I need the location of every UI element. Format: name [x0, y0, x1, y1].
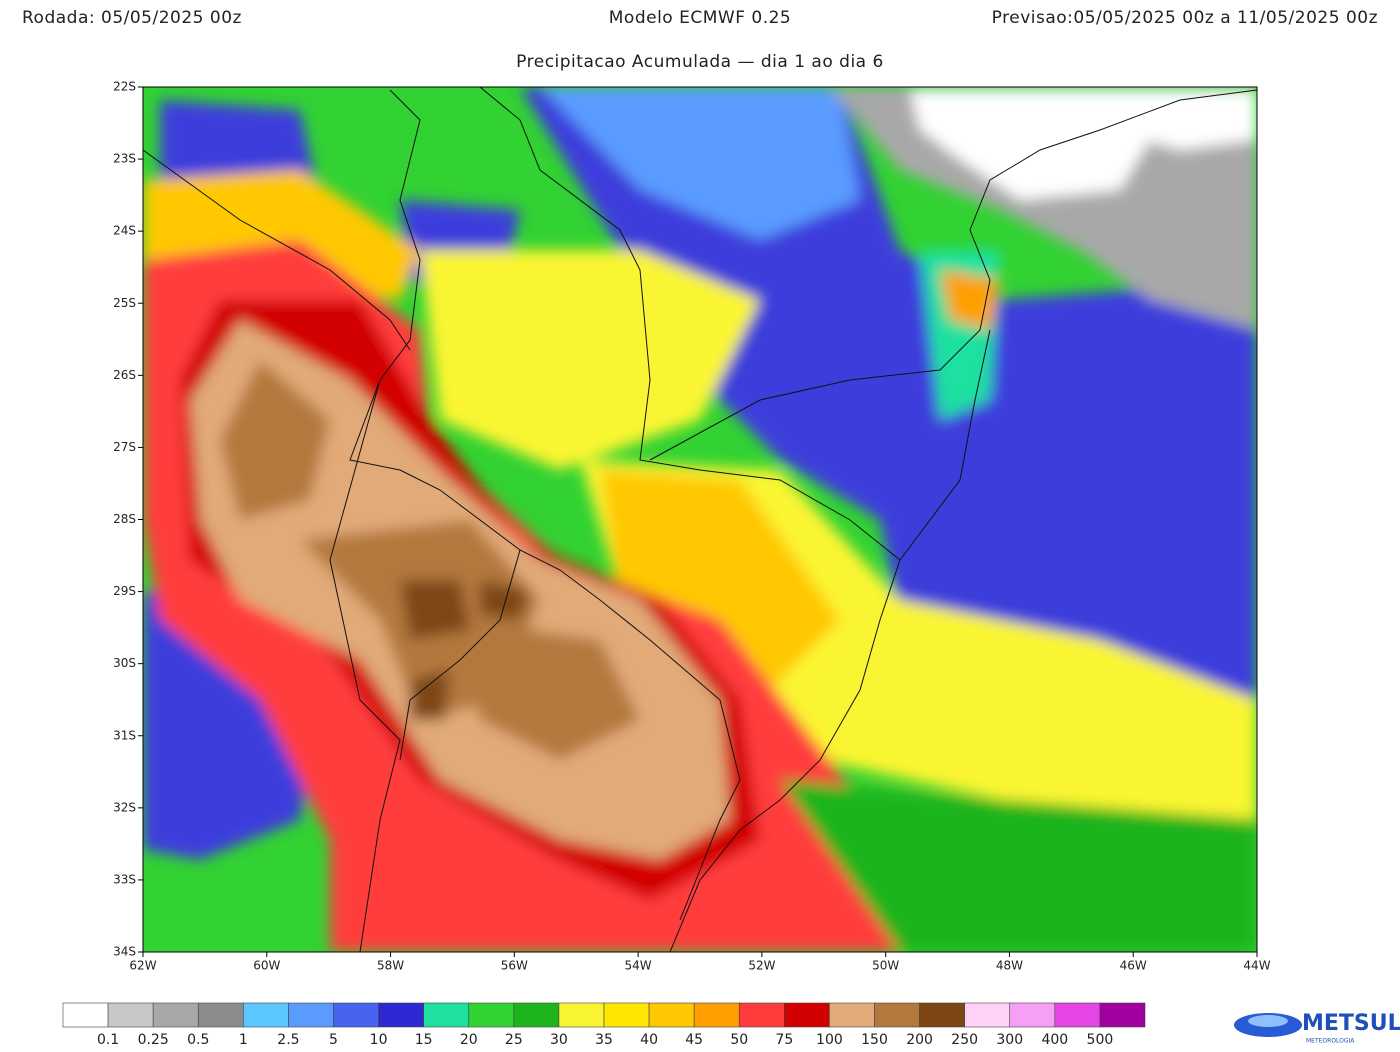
lon-label: 62W: [129, 959, 156, 973]
colorbar-label: 20: [460, 1032, 478, 1048]
colorbar-label: 500: [1087, 1032, 1114, 1048]
colorbar-label: 400: [1041, 1032, 1068, 1048]
precip-field: [143, 87, 1257, 952]
lon-label: 58W: [377, 959, 404, 973]
lon-label: 48W: [996, 959, 1023, 973]
colorbar-swatch: [468, 1002, 515, 1028]
logo-swoosh: [1248, 1015, 1288, 1027]
colorbar-swatch: [197, 1002, 244, 1028]
colorbar-swatch: [558, 1002, 605, 1028]
colorbar-swatch: [784, 1002, 830, 1028]
colorbar-swatch: [919, 1002, 965, 1028]
lon-label: 52W: [748, 959, 775, 973]
colorbar-label: 45: [685, 1032, 703, 1048]
colorbar-swatch: [107, 1002, 154, 1028]
lon-label: 54W: [625, 959, 652, 973]
colorbar-swatch: [648, 1002, 695, 1028]
lat-label: 28S: [113, 512, 136, 526]
colorbar-label: 15: [415, 1032, 433, 1048]
colorbar-swatch: [874, 1002, 920, 1028]
colorbar-label: 50: [730, 1032, 748, 1048]
colorbar-swatch: [152, 1002, 199, 1028]
logo: METSUL METEOROLOGIA: [1234, 1011, 1400, 1045]
lat-label: 27S: [113, 440, 136, 454]
logo-name: METSUL: [1302, 1011, 1400, 1036]
boundaries: [143, 87, 1257, 952]
colorbar-swatch: [1054, 1002, 1101, 1028]
colorbar-label: 0.1: [97, 1032, 119, 1048]
axis-ticks: 22S23S24S25S26S27S28S29S30S31S32S33S34S6…: [113, 80, 1271, 973]
colorbar-swatch: [62, 1002, 109, 1028]
colorbar-swatch: [378, 1002, 424, 1028]
lat-label: 30S: [113, 656, 136, 670]
colorbar-label: 35: [595, 1032, 613, 1048]
model-title: Modelo ECMWF 0.25: [609, 8, 791, 28]
colorbar-label: 100: [816, 1032, 843, 1048]
lon-label: 60W: [253, 959, 280, 973]
colorbar-swatch: [603, 1002, 650, 1028]
colorbar-swatch: [964, 1002, 1011, 1028]
colorbar-label: 75: [775, 1032, 793, 1048]
lat-label: 33S: [113, 872, 136, 886]
colorbar-label: 2.5: [277, 1032, 299, 1048]
colorbar-label: 250: [951, 1032, 978, 1048]
colorbar-swatch: [1099, 1002, 1146, 1028]
lat-label: 24S: [113, 224, 136, 238]
lat-label: 32S: [113, 800, 136, 814]
colorbar-label: 1: [239, 1032, 248, 1048]
colorbar-swatch: [243, 1002, 289, 1028]
colorbar-label: 30: [550, 1032, 568, 1048]
colorbar-label: 25: [505, 1032, 523, 1048]
colorbar-label: 0.5: [187, 1032, 209, 1048]
colorbar-label: 300: [996, 1032, 1023, 1048]
colorbar-label: 200: [906, 1032, 933, 1048]
colorbar-swatch: [1009, 1002, 1056, 1028]
lon-label: 46W: [1120, 959, 1147, 973]
lon-label: 50W: [872, 959, 899, 973]
lat-label: 34S: [113, 945, 136, 959]
colorbar-label: 10: [370, 1032, 388, 1048]
colorbar-swatch: [513, 1002, 560, 1028]
colorbar-swatch: [738, 1002, 785, 1028]
colorbar-label: 0.25: [138, 1032, 169, 1048]
forecast-label: Previsao:05/05/2025 00z a 11/05/2025 00z: [992, 8, 1378, 28]
lat-label: 22S: [113, 80, 136, 94]
lon-label: 56W: [501, 959, 528, 973]
lat-label: 25S: [113, 296, 136, 310]
subtitle: Precipitacao Acumulada — dia 1 ao dia 6: [516, 52, 884, 72]
run-label: Rodada: 05/05/2025 00z: [22, 8, 242, 28]
lat-label: 23S: [113, 152, 136, 166]
lon-label: 44W: [1243, 959, 1270, 973]
colorbar-label: 150: [861, 1032, 888, 1048]
logo-tagline: METEOROLOGIA: [1306, 1038, 1355, 1045]
colorbar-swatch: [288, 1002, 334, 1028]
colorbar-swatch: [693, 1002, 740, 1028]
colorbar-swatch: [423, 1002, 470, 1028]
colorbar-label: 5: [329, 1032, 338, 1048]
colorbar-label: 40: [640, 1032, 658, 1048]
lat-label: 31S: [113, 728, 136, 742]
colorbar-swatch: [829, 1002, 875, 1028]
lat-label: 29S: [113, 584, 136, 598]
colorbar-swatch: [333, 1002, 379, 1028]
colorbar: 0.1 0.25 0.5 1 2.5 5 10 15 20 25 30 35 40 45 50 75 100 15…: [62, 1002, 1146, 1048]
lat-label: 26S: [113, 368, 136, 382]
